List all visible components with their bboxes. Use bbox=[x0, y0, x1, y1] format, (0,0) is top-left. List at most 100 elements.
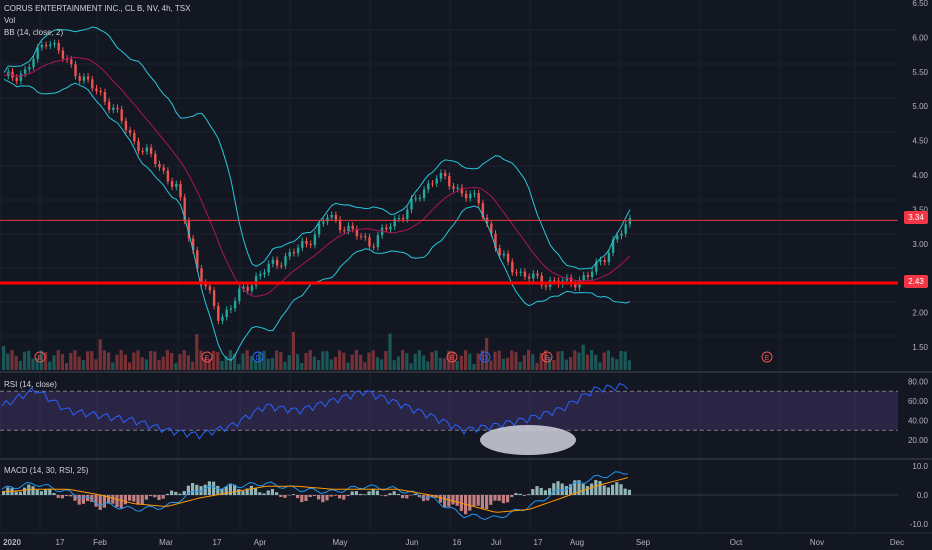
volume-bar bbox=[346, 362, 350, 370]
candle-body bbox=[49, 44, 52, 46]
volume-bar bbox=[6, 353, 10, 370]
candle-body bbox=[490, 223, 493, 234]
candle-body bbox=[431, 183, 434, 185]
candle-body bbox=[418, 197, 422, 199]
event-marker-label: E bbox=[205, 355, 210, 362]
candle-body bbox=[372, 246, 375, 248]
rsi-label: RSI (14, close) bbox=[4, 380, 57, 389]
candle-body bbox=[347, 225, 350, 232]
candle-body bbox=[527, 276, 531, 279]
candle-body bbox=[99, 90, 102, 93]
macd-histogram-bar bbox=[52, 492, 56, 495]
volume-bar bbox=[569, 357, 573, 370]
macd-histogram-bar bbox=[338, 495, 342, 499]
rsi-highlight-ellipse bbox=[480, 425, 576, 455]
macd-histogram-bar bbox=[279, 495, 283, 498]
volume-bar bbox=[548, 356, 552, 370]
candle-body bbox=[338, 219, 342, 231]
candle-body bbox=[368, 237, 371, 247]
time-tick-label: Mar bbox=[159, 538, 173, 547]
macd-histogram-bar bbox=[321, 495, 325, 503]
macd-histogram-bar bbox=[266, 490, 270, 495]
macd-histogram-bar bbox=[430, 495, 434, 498]
macd-histogram-bar bbox=[14, 491, 18, 495]
rsi-line bbox=[1, 382, 629, 440]
candle-body bbox=[233, 300, 237, 309]
macd-histogram-bar bbox=[493, 495, 497, 501]
volume-bar bbox=[275, 350, 279, 370]
volume-bar bbox=[375, 357, 379, 370]
candle-body bbox=[288, 252, 291, 257]
time-tick-label: Dec bbox=[890, 538, 904, 547]
volume-bar bbox=[296, 354, 300, 370]
macd-histogram-bar bbox=[627, 489, 631, 495]
volume-bar bbox=[123, 354, 127, 370]
macd-histogram-bar bbox=[443, 495, 447, 508]
macd-tick-label: 10.0 bbox=[912, 462, 928, 471]
time-axis[interactable]: 2020 17 Feb Mar 17 Apr May Jun 16 Jul 17 Aug Sep Oct N… bbox=[3, 538, 904, 547]
volume-bar bbox=[44, 352, 48, 370]
event-marker-label: E bbox=[38, 355, 43, 362]
macd-histogram-bar bbox=[60, 495, 64, 499]
macd-histogram-bar bbox=[569, 484, 573, 495]
candle-body bbox=[40, 44, 44, 48]
time-tick-label: Nov bbox=[810, 538, 824, 547]
macd-histogram-bar bbox=[195, 484, 199, 495]
candle-body bbox=[154, 153, 157, 165]
volume-bar bbox=[342, 352, 346, 370]
candle-body bbox=[519, 271, 522, 273]
candle-body bbox=[326, 217, 329, 222]
candle-body bbox=[212, 290, 216, 306]
candle-body bbox=[544, 285, 548, 287]
volume-bar bbox=[65, 363, 69, 370]
macd-histogram-bar bbox=[480, 495, 484, 509]
candle-body bbox=[229, 308, 233, 310]
macd-histogram-bar bbox=[2, 490, 6, 495]
candle-body bbox=[620, 233, 623, 236]
macd-histogram-bar bbox=[287, 495, 291, 496]
volume-bar bbox=[317, 360, 321, 370]
volume-bar bbox=[438, 358, 442, 370]
macd-histogram-bar bbox=[539, 487, 543, 495]
volume-bar bbox=[107, 352, 111, 370]
macd-histogram-bar bbox=[48, 488, 52, 495]
macd-histogram-bar bbox=[178, 493, 182, 495]
candle-body bbox=[246, 286, 249, 291]
candle-body bbox=[133, 133, 136, 142]
candle-body bbox=[494, 233, 497, 249]
volume-bar bbox=[216, 351, 220, 370]
candle-body bbox=[343, 230, 346, 232]
candle-body bbox=[280, 265, 283, 267]
volume-bar bbox=[136, 350, 140, 370]
macd-histogram-bar bbox=[308, 495, 312, 498]
macd-histogram-bar bbox=[455, 495, 459, 506]
time-tick-label: Aug bbox=[570, 538, 584, 547]
volume-bar bbox=[489, 360, 493, 370]
candle-body bbox=[179, 184, 182, 198]
candle-body bbox=[389, 226, 392, 230]
volume-bar bbox=[354, 350, 358, 370]
macd-histogram-bar bbox=[506, 495, 510, 503]
macd-histogram-bar bbox=[560, 483, 564, 495]
volume-bar bbox=[434, 350, 438, 370]
candle-body bbox=[158, 164, 161, 168]
candle-body bbox=[410, 198, 413, 210]
price-axis[interactable]: 6.506.005.505.004.504.003.503.002.502.00… bbox=[908, 0, 929, 529]
volume-bar bbox=[98, 339, 102, 370]
bollinger-bands bbox=[3, 26, 631, 361]
candle-body bbox=[452, 186, 455, 189]
candle-body bbox=[351, 225, 354, 229]
volume-bar bbox=[258, 351, 262, 370]
macd-histogram-bar bbox=[472, 495, 476, 507]
macd-histogram-bar bbox=[367, 491, 371, 495]
volume-bar bbox=[132, 352, 136, 370]
macd-histogram-bar bbox=[606, 487, 610, 495]
volume-bar bbox=[140, 357, 144, 370]
earnings-marker bbox=[201, 351, 213, 363]
time-tick-label: 2020 bbox=[3, 538, 21, 547]
macd-histogram-bar bbox=[207, 481, 211, 495]
panel-separators[interactable] bbox=[0, 371, 932, 534]
volume-bar bbox=[266, 358, 270, 370]
